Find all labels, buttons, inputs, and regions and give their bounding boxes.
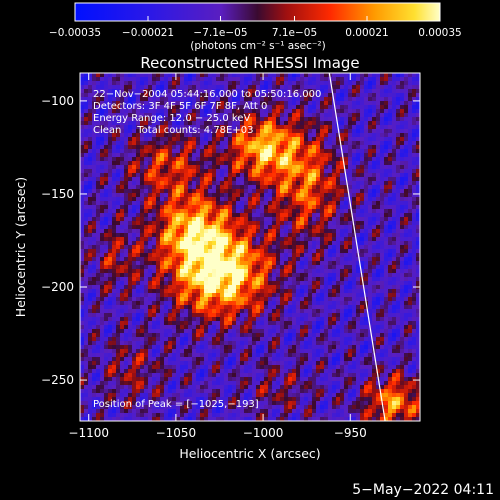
colorbar-tick-label: −7.1e−05	[193, 27, 247, 39]
colorbar	[74, 2, 441, 22]
plot-frame	[79, 72, 421, 422]
axis-ticks: −1100 −1050 −1000 −950 −100 −150 −200 −250	[41, 73, 420, 440]
y-tick-label: −100	[41, 94, 74, 108]
colorbar-tick-label: 0.00021	[345, 27, 388, 39]
colorbar-tick-label: 0.00035	[418, 27, 461, 39]
x-tick-label: −950	[334, 426, 367, 440]
colorbar-tick-label: 7.1e−05	[272, 27, 317, 39]
x-tick-label: −1000	[243, 426, 284, 440]
y-tick-label: −200	[41, 280, 74, 294]
footer-date: 5−May−2022 04:11	[352, 482, 494, 498]
y-axis-label: Heliocentric Y (arcsec)	[13, 177, 28, 317]
colorbar-tick-label: −0.00021	[122, 27, 174, 39]
heatmap-cells	[80, 73, 420, 421]
x-tick-label: −1050	[156, 426, 197, 440]
x-tick-label: −1100	[68, 426, 109, 440]
colorbar-ticks: −0.00035 −0.00021 −7.1e−05 7.1e−05 0.00021 0.…	[49, 16, 462, 39]
x-axis-label: Heliocentric X (arcsec)	[179, 446, 320, 461]
annotation-peak-position: Position of Peak = [−1025,−193]	[93, 399, 259, 410]
annotation-clean-counts: Clean Total counts: 4.78E+03	[93, 125, 253, 136]
chart-title: Reconstructed RHESSI Image	[140, 54, 359, 72]
y-tick-label: −150	[41, 187, 74, 201]
annotation-time-range: 22−Nov−2004 05:44:16.000 to 05:50:16.000	[93, 89, 321, 100]
colorbar-unit-label: (photons cm⁻² s⁻¹ asec⁻²)	[190, 40, 325, 52]
annotation-energy-range: Energy Range: 12.0 − 25.0 keV	[93, 113, 250, 124]
annotation-detectors: Detectors: 3F 4F 5F 6F 7F 8F, Att 0	[93, 101, 267, 112]
plot-area	[80, 73, 420, 421]
limb-line	[328, 73, 386, 421]
colorbar-tick-label: −0.00035	[49, 27, 101, 39]
y-tick-label: −250	[41, 373, 74, 387]
